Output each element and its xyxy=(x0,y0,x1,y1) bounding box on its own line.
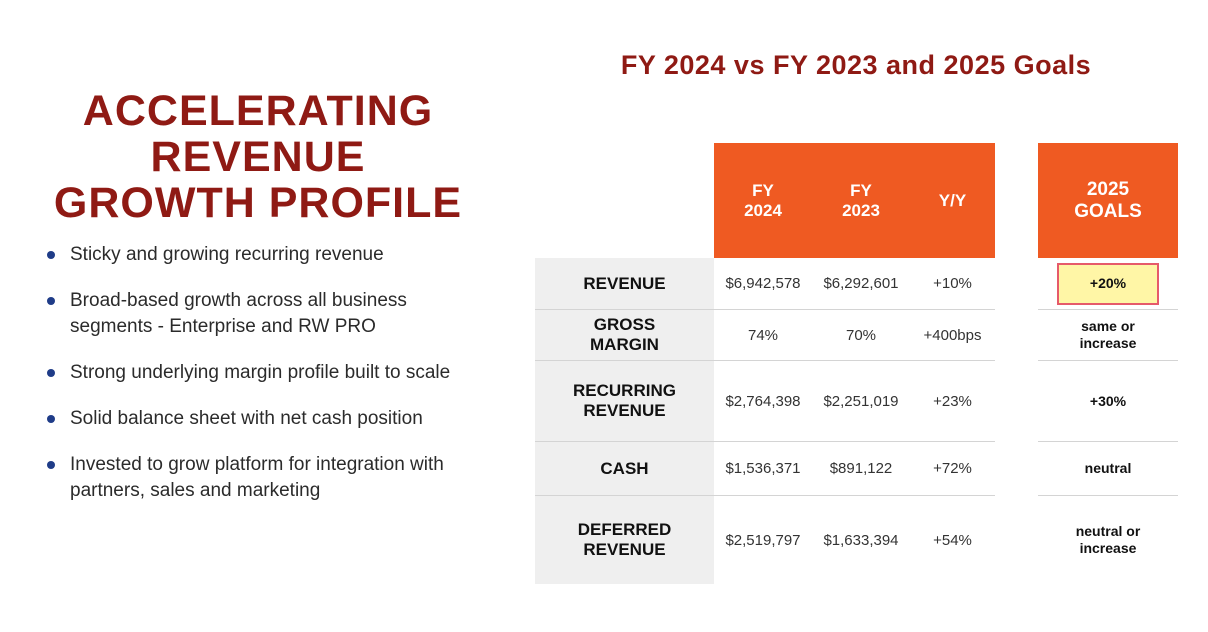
header-text: 2025 xyxy=(1086,178,1130,200)
row-label: DEFERRED REVENUE xyxy=(535,496,714,584)
bullet-dot-icon xyxy=(47,369,55,377)
bullet-item: Strong underlying margin profile built t… xyxy=(46,360,486,386)
bullet-dot-icon xyxy=(47,415,55,423)
row-label: CASH xyxy=(535,442,714,495)
bullet-item: Broad-based growth across all business s… xyxy=(46,288,486,340)
row-divider xyxy=(535,309,995,310)
goal-highlight-box: +20% xyxy=(1057,262,1159,305)
bullet-item: Sticky and growing recurring revenue xyxy=(46,242,486,268)
table-row-revenue: REVENUE $6,942,578 $6,292,601 +10% +20% xyxy=(535,258,1178,309)
row-label-column xyxy=(535,258,714,584)
row-label-text: CASH xyxy=(600,458,649,478)
table-row-recurring-revenue: RECURRING REVENUE $2,764,398 $2,251,019 +… xyxy=(535,361,1178,441)
row-divider xyxy=(1038,360,1178,361)
goal-text: neutral or xyxy=(1075,523,1141,539)
row-label: REVENUE xyxy=(535,258,714,309)
row-divider xyxy=(1038,309,1178,310)
row-label-text: RECURRING xyxy=(573,381,676,400)
row-label-text: GROSS xyxy=(593,315,656,334)
table-row-cash: CASH $1,536,371 $891,122 +72% neutral xyxy=(535,442,1178,495)
header-text: FY xyxy=(752,180,774,200)
row-label: GROSS MARGIN xyxy=(535,310,714,360)
header-text: GOALS xyxy=(1074,200,1142,222)
row-divider xyxy=(535,441,995,442)
goal-text: same or xyxy=(1081,318,1135,334)
cell-goal: +30% xyxy=(1038,361,1178,441)
row-label-text: REVENUE xyxy=(583,540,666,559)
slide-title-line: REVENUE xyxy=(150,133,366,181)
row-divider xyxy=(1038,441,1178,442)
row-label: RECURRING REVENUE xyxy=(535,361,714,441)
bullet-dot-icon xyxy=(47,461,55,469)
slide-title-line: ACCELERATING xyxy=(82,87,434,135)
cell-fy2023: $2,251,019 xyxy=(823,392,899,410)
row-divider xyxy=(1038,495,1178,496)
cell-goal: neutral or increase xyxy=(1038,496,1178,584)
table-row-gross-margin: GROSS MARGIN 74% 70% +400bps same or incre… xyxy=(535,310,1178,360)
row-label-text: REVENUE xyxy=(583,401,666,420)
goal-text: +20% xyxy=(1089,275,1127,291)
cell-yy: +72% xyxy=(933,460,972,477)
cell-fy2023: $6,292,601 xyxy=(823,275,899,292)
cell-fy2024: $2,519,797 xyxy=(725,531,801,549)
cell-yy: +10% xyxy=(933,275,972,292)
bullet-dot-icon xyxy=(47,297,55,305)
bullet-text: Solid balance sheet with net cash positi… xyxy=(70,408,423,429)
goals-header: 2025 GOALS xyxy=(1038,143,1178,258)
table-row-deferred-revenue: DEFERRED REVENUE $2,519,797 $1,633,394 +5… xyxy=(535,496,1178,584)
bullet-item: Invested to grow platform for integratio… xyxy=(46,452,486,504)
bullet-text: Sticky and growing recurring revenue xyxy=(70,244,384,265)
header-text: 2024 xyxy=(744,200,782,220)
table-header: FY 2024 FY 2023 Y/Y xyxy=(714,143,995,258)
cell-fy2023: $1,633,394 xyxy=(823,531,899,549)
row-divider xyxy=(535,495,995,496)
bullet-text: Strong underlying margin profile built t… xyxy=(70,362,451,383)
header-fy2024: FY 2024 xyxy=(714,143,812,258)
bullet-text: Invested to grow platform for integratio… xyxy=(70,454,444,501)
header-goals: 2025 GOALS xyxy=(1038,143,1178,258)
row-label-text: REVENUE xyxy=(583,273,666,293)
cell-goal: +20% xyxy=(1038,258,1178,309)
cell-fy2024: $6,942,578 xyxy=(725,275,801,292)
goal-text: increase xyxy=(1079,540,1137,556)
cell-fy2024: 74% xyxy=(747,326,779,344)
bullet-dot-icon xyxy=(47,251,55,259)
cell-goal: same or increase xyxy=(1038,310,1178,360)
cell-yy: +54% xyxy=(933,531,972,549)
bullet-text: Broad-based growth across all business s… xyxy=(70,290,407,337)
goal-text: +30% xyxy=(1089,392,1127,409)
table-title: FY 2024 vs FY 2023 and 2025 Goals xyxy=(620,50,1092,80)
header-fy2023: FY 2023 xyxy=(812,143,910,258)
cell-fy2024: $1,536,371 xyxy=(725,460,801,477)
cell-yy: +400bps xyxy=(923,326,982,344)
header-text: 2023 xyxy=(842,200,880,220)
cell-fy2023: $891,122 xyxy=(829,460,893,477)
slide-title: ACCELERATING REVENUE GROWTH PROFILE xyxy=(30,88,486,226)
row-label-text: MARGIN xyxy=(590,335,659,354)
slide-title-line: GROWTH PROFILE xyxy=(53,179,463,227)
cell-fy2024: $2,764,398 xyxy=(725,392,801,410)
cell-yy: +23% xyxy=(933,392,972,410)
bullet-list: Sticky and growing recurring revenue Bro… xyxy=(46,242,486,524)
goal-text: increase xyxy=(1079,335,1137,351)
header-yy: Y/Y xyxy=(938,190,967,210)
row-divider xyxy=(535,360,995,361)
cell-goal: neutral xyxy=(1038,442,1178,495)
row-label-text: DEFERRED xyxy=(577,520,672,539)
cell-fy2023: 70% xyxy=(845,326,877,344)
bullet-item: Solid balance sheet with net cash positi… xyxy=(46,406,486,432)
header-text: FY xyxy=(850,180,872,200)
goal-text: neutral xyxy=(1084,460,1132,476)
